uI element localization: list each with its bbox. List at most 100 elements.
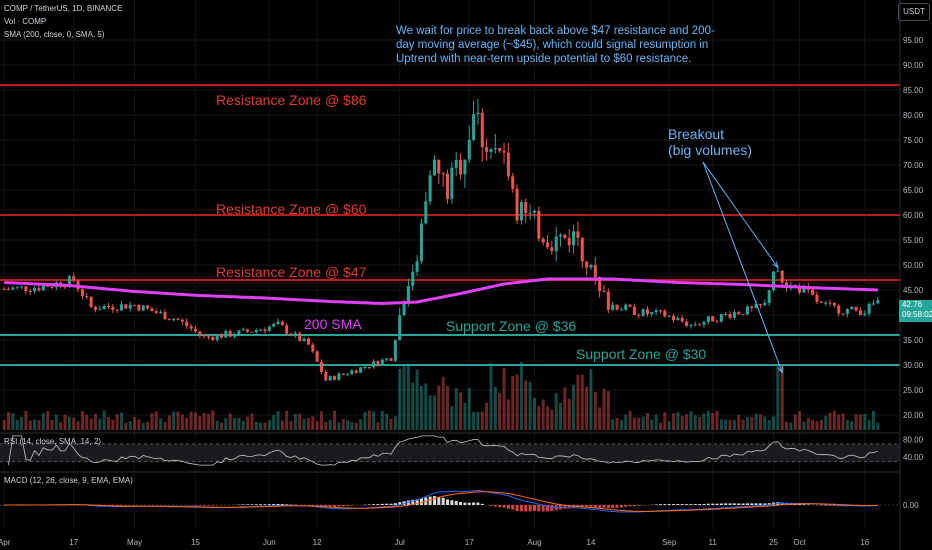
volume-bar bbox=[493, 386, 497, 430]
macd-histogram-bar bbox=[689, 504, 693, 505]
candle-body bbox=[858, 310, 862, 316]
volume-bar bbox=[172, 411, 176, 430]
candle-body bbox=[537, 210, 541, 239]
macd-histogram-bar bbox=[263, 504, 267, 505]
candle-body bbox=[672, 316, 676, 321]
volume-bar bbox=[850, 421, 854, 430]
candle-body bbox=[50, 286, 54, 288]
resistance-60-label: Resistance Zone @ $60 bbox=[216, 201, 367, 217]
macd-histogram-bar bbox=[832, 505, 836, 507]
candle-body bbox=[37, 288, 41, 291]
candle-body bbox=[602, 291, 606, 293]
volume-bar bbox=[124, 422, 128, 430]
volume-bar bbox=[415, 369, 419, 430]
volume-bar bbox=[824, 415, 828, 430]
candle-body bbox=[724, 313, 728, 315]
candle-body bbox=[663, 310, 667, 317]
volume-bar bbox=[593, 391, 597, 430]
candle-body bbox=[15, 286, 19, 288]
candle-body bbox=[863, 313, 867, 316]
candle-body bbox=[24, 286, 28, 291]
volume-bar bbox=[854, 414, 858, 430]
macd-histogram-bar bbox=[459, 502, 463, 505]
candle-body bbox=[645, 309, 649, 315]
volume-bar bbox=[280, 420, 284, 430]
volume-bar bbox=[650, 419, 654, 430]
volume-bar bbox=[463, 402, 467, 430]
price-tick-label: 90.00 bbox=[903, 61, 924, 70]
volume-bar bbox=[624, 414, 628, 430]
candle-body bbox=[2, 289, 6, 290]
candle-body bbox=[389, 358, 393, 361]
macd-tick-label: 0.00 bbox=[903, 501, 919, 510]
macd-histogram-bar bbox=[385, 503, 389, 505]
volume-bar bbox=[141, 422, 145, 430]
candle-body bbox=[441, 173, 445, 175]
time-tick-label: 15 bbox=[191, 538, 200, 547]
macd-histogram-bar bbox=[411, 499, 415, 505]
volume-bar bbox=[367, 410, 371, 430]
macd-histogram-bar bbox=[580, 505, 584, 508]
volume-bar bbox=[324, 421, 328, 430]
volume-bar bbox=[506, 399, 510, 430]
candle-body bbox=[167, 319, 171, 321]
candle-body bbox=[302, 338, 306, 342]
volume-bar bbox=[676, 412, 680, 430]
candle-body bbox=[732, 312, 736, 318]
candle-body bbox=[372, 361, 376, 368]
volume-bar bbox=[389, 418, 393, 430]
macd-pane: 0.00 bbox=[0, 471, 919, 513]
macd-histogram-bar bbox=[619, 505, 623, 508]
price-tick-label: 35.00 bbox=[903, 336, 924, 345]
candle-body bbox=[624, 304, 628, 310]
rsi-tick-label: 40.00 bbox=[903, 453, 924, 462]
volume-bar bbox=[89, 418, 93, 430]
candle-body bbox=[815, 294, 819, 302]
macd-histogram-bar bbox=[115, 505, 119, 506]
volume-bar bbox=[167, 415, 171, 430]
candle-body bbox=[311, 344, 315, 352]
sma-line bbox=[4, 277, 878, 306]
macd-histogram-bar bbox=[341, 505, 345, 507]
macd-histogram-bar bbox=[767, 503, 771, 505]
candle-body bbox=[559, 234, 563, 237]
volume-bar bbox=[85, 414, 89, 430]
candle-body bbox=[824, 302, 828, 304]
volume-bar bbox=[15, 420, 19, 430]
volume-bar bbox=[602, 388, 606, 430]
volume-bar bbox=[711, 413, 715, 430]
candle-body bbox=[263, 329, 267, 331]
macd-histogram-bar bbox=[415, 499, 419, 505]
candle-body bbox=[676, 317, 680, 321]
candle-body bbox=[146, 305, 150, 309]
volume-bar bbox=[559, 402, 563, 430]
volume-bar bbox=[259, 422, 263, 430]
volume-bar bbox=[789, 422, 793, 430]
macd-histogram-bar bbox=[732, 503, 736, 505]
candle-body bbox=[80, 289, 84, 296]
volume-bar bbox=[302, 418, 306, 430]
volume-bar bbox=[702, 413, 706, 430]
volume-bar bbox=[663, 412, 667, 430]
candle-body bbox=[359, 367, 363, 373]
candle-body bbox=[154, 311, 158, 313]
macd-histogram-bar bbox=[506, 505, 510, 509]
volume-bar bbox=[580, 374, 584, 430]
macd-histogram-bar bbox=[502, 505, 506, 508]
breakout-label-line1: Breakout bbox=[668, 126, 725, 142]
currency-button[interactable]: USDT bbox=[898, 3, 930, 21]
macd-histogram-bar bbox=[241, 504, 245, 505]
volume-bar bbox=[150, 413, 154, 430]
volume-bar bbox=[537, 406, 541, 430]
candle-body bbox=[72, 276, 76, 281]
candle-body bbox=[611, 304, 615, 310]
volume-bar bbox=[437, 385, 441, 430]
candle-body bbox=[598, 277, 602, 292]
candle-body bbox=[115, 309, 119, 311]
volume-bar bbox=[563, 387, 567, 430]
candle-body bbox=[419, 223, 423, 262]
volume-label: Vol · COMP bbox=[4, 17, 47, 26]
macd-label: MACD (12, 26, close, 9, EMA, EMA) bbox=[4, 476, 133, 485]
macd-histogram-bar bbox=[598, 505, 602, 508]
